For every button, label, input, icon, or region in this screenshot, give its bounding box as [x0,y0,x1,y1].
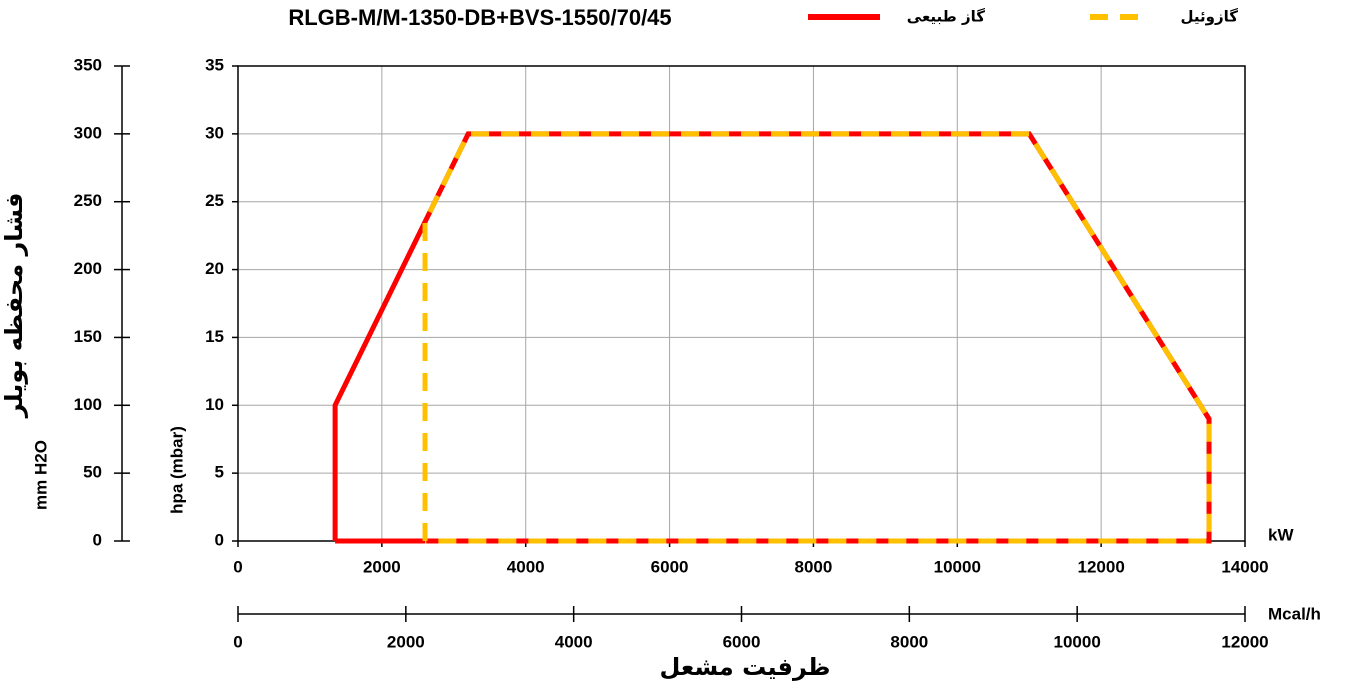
x-tick-label: 4000 [507,557,545,576]
x2-axis-unit: Mcal/h [1268,604,1321,623]
y-tick-label: 20 [205,259,224,278]
y2-tick-label: 250 [74,191,102,210]
y2-tick-label: 100 [74,395,102,414]
x-tick-label: 8000 [795,557,833,576]
y-tick-label: 15 [205,327,224,346]
y-tick-label: 5 [215,463,224,482]
x2-tick-label: 2000 [387,632,425,651]
x-tick-label: 6000 [651,557,689,576]
x-tick-label: 12000 [1078,557,1125,576]
x-tick-label: 10000 [934,557,981,576]
y2-axis-unit: mm H2O [31,440,50,510]
y2-tick-label: 0 [93,530,102,549]
legend-label: گاز طبیعی [907,8,986,26]
y-title: فشار محفظه بویلر [0,193,28,419]
x-tick-label: 2000 [363,557,401,576]
y2-tick-label: 50 [83,463,102,482]
y-tick-label: 25 [205,191,224,210]
y-tick-label: 30 [205,123,224,142]
y-tick-label: 35 [205,55,224,74]
y-tick-label: 0 [215,530,224,549]
x2-tick-label: 6000 [723,632,761,651]
y2-tick-label: 150 [74,327,102,346]
y2-tick-label: 350 [74,55,102,74]
x2-tick-label: 10000 [1054,632,1101,651]
x2-tick-label: 8000 [890,632,928,651]
x-title: ظرفیت مشعل [659,653,830,681]
plot-frame [237,65,1246,542]
y-axis-unit: hpa (mbar) [167,426,186,514]
y-tick-label: 10 [205,395,224,414]
x-axis-unit: kW [1268,525,1294,544]
x2-tick-label: 0 [233,632,242,651]
legend-label: گازوئیل [1181,8,1239,26]
x-tick-label: 14000 [1221,557,1268,576]
chart-title: RLGB-M/M-1350-DB+BVS-1550/70/45 [288,5,671,30]
x2-tick-label: 12000 [1221,632,1268,651]
x2-tick-label: 4000 [555,632,593,651]
x-tick-label: 0 [233,557,242,576]
y2-tick-label: 300 [74,123,102,142]
series-line [332,131,1212,544]
y2-tick-label: 200 [74,259,102,278]
